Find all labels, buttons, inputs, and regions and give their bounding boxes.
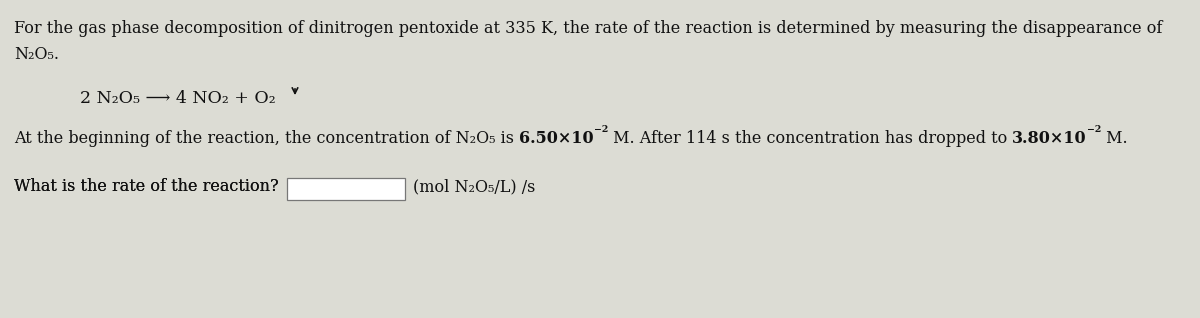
Text: −2: −2 (1087, 125, 1102, 134)
Text: M.: M. (1102, 130, 1128, 147)
Text: What is the rate of the reaction?: What is the rate of the reaction? (14, 178, 278, 195)
Text: 2 N₂O₅ ⟶ 4 NO₂ + O₂: 2 N₂O₅ ⟶ 4 NO₂ + O₂ (80, 90, 276, 107)
Text: 6.50×10: 6.50×10 (520, 130, 594, 147)
Bar (287, 178, 404, 200)
Text: 3.80×10: 3.80×10 (1013, 130, 1087, 147)
Text: For the gas phase decomposition of dinitrogen pentoxide at 335 K, the rate of th: For the gas phase decomposition of dinit… (14, 20, 1163, 37)
Text: (mol N₂O₅/L) /s: (mol N₂O₅/L) /s (413, 178, 535, 195)
Text: M. After 114 s the concentration has dropped to: M. After 114 s the concentration has dro… (608, 130, 1013, 147)
Text: At the beginning of the reaction, the concentration of N₂O₅ is: At the beginning of the reaction, the co… (14, 130, 520, 147)
Text: What is the rate of the reaction?: What is the rate of the reaction? (14, 178, 278, 195)
Text: N₂O₅.: N₂O₅. (14, 46, 59, 63)
Text: −2: −2 (594, 125, 608, 134)
